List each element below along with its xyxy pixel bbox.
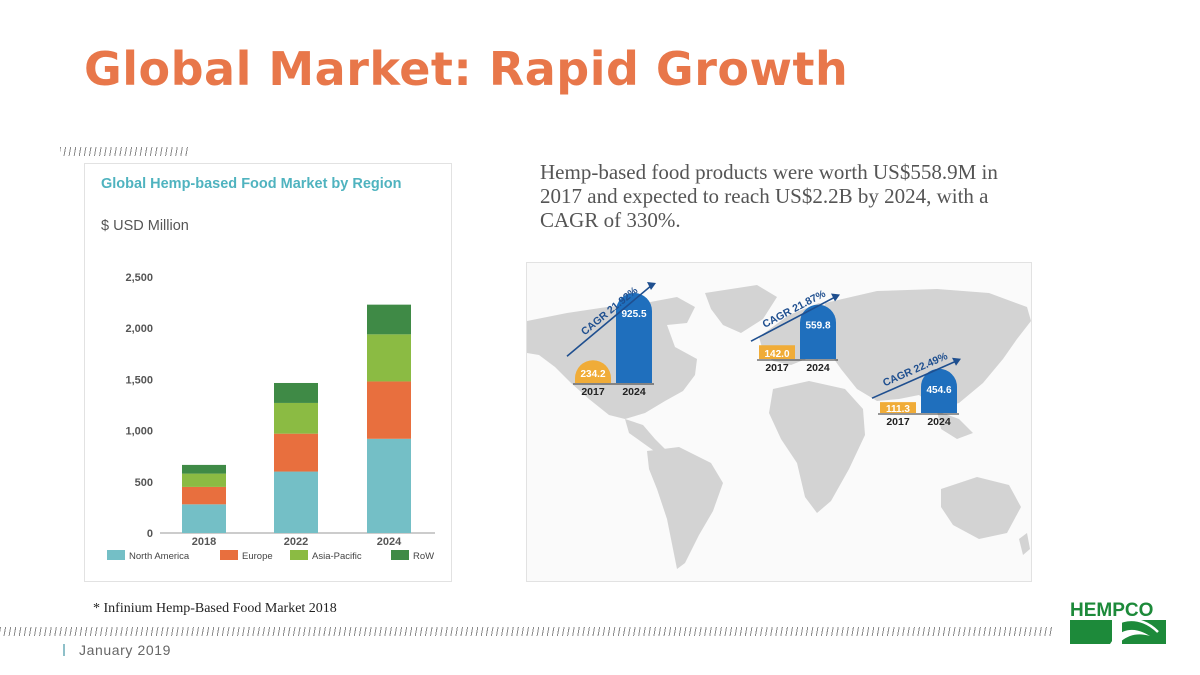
map-bar-value-label: 454.6 [926, 385, 951, 396]
logo-text: HEMPCO [1070, 600, 1153, 621]
map-bar-year-label: 2017 [765, 362, 789, 374]
chart-unit-label: $ USD Million [101, 218, 189, 234]
south-america-shape [647, 447, 723, 569]
bar-segment [182, 504, 226, 533]
y-tick-label: 1,000 [125, 426, 153, 438]
africa-shape [769, 381, 865, 513]
cagr-arrow-head [647, 282, 656, 290]
cagr-arrow [750, 295, 837, 342]
x-category-label: 2024 [377, 536, 402, 548]
map-bar-year-label: 2017 [886, 416, 910, 428]
legend-label: North America [129, 551, 190, 562]
legend-swatch [220, 550, 238, 560]
map-bar [759, 345, 795, 359]
map-bar-value-label: 559.8 [805, 321, 830, 332]
greenland-shape [705, 285, 777, 333]
slide-title: Global Market: Rapid Growth [84, 42, 849, 96]
north-america-shape [527, 297, 697, 419]
map-bar-value-label: 142.0 [764, 349, 789, 360]
cagr-arrow-head [952, 357, 961, 366]
legend-swatch [107, 550, 125, 560]
legend-swatch [391, 550, 409, 560]
date-accent-bar [63, 644, 65, 656]
legend-swatch [290, 550, 308, 560]
logo-swirl-icon [1115, 618, 1159, 633]
map-bar-year-label: 2024 [927, 416, 951, 428]
map-bar-year-label: 2017 [581, 386, 605, 398]
cagr-arrow [871, 360, 958, 399]
bar-segment [274, 471, 318, 533]
hempco-logo: HEMPCO [1070, 600, 1166, 644]
bar-segment [274, 402, 318, 434]
map-bar-year-label: 2024 [622, 386, 646, 398]
map-bar-value-label: 925.5 [621, 309, 646, 320]
presentation-date: January 2019 [79, 642, 172, 658]
logo-block-left [1070, 620, 1112, 644]
map-bar-value-label: 234.2 [580, 369, 605, 380]
map-bar [575, 360, 611, 383]
bar-segment [182, 473, 226, 487]
australia-shape [941, 477, 1021, 539]
map-bar-year-label: 2024 [806, 362, 830, 374]
logo-leaf-icon [1110, 629, 1150, 644]
southeast-asia-shape [937, 411, 973, 439]
y-tick-label: 1,500 [125, 374, 153, 386]
y-tick-label: 2,000 [125, 323, 153, 335]
world-map-panel: 234.2 2017 925.5 2024 CAGR 21.92% 142.0 2017 55… [526, 262, 1032, 582]
bar-segment [182, 486, 226, 505]
map-bar-value-label: 111.3 [886, 404, 910, 415]
x-category-label: 2022 [284, 536, 308, 548]
cagr-arrow [566, 284, 653, 357]
top-hatch-divider [60, 147, 188, 156]
bottom-hatch-divider [0, 627, 1052, 636]
legend-label: RoW [413, 551, 434, 562]
map-bar [921, 368, 957, 413]
cagr-arrow-head [831, 293, 840, 302]
bar-segment [367, 438, 411, 533]
asia-shape [823, 289, 1031, 409]
y-tick-label: 0 [147, 528, 153, 540]
y-tick-label: 2,500 [125, 272, 153, 284]
new-zealand-shape [1019, 533, 1030, 555]
y-tick-label: 500 [135, 477, 153, 489]
market-summary-text: Hemp-based food products were worth US$5… [540, 160, 998, 232]
bar-segment [367, 304, 411, 335]
map-bar [616, 293, 652, 383]
source-footnote: * Infinium Hemp-Based Food Market 2018 [93, 601, 337, 616]
world-map-landmass [527, 285, 1031, 569]
central-america-shape [625, 419, 665, 453]
map-bar [800, 304, 836, 359]
legend-label: Europe [242, 551, 273, 562]
bar-segment [182, 464, 226, 474]
bar-segment [367, 381, 411, 439]
legend-label: Asia-Pacific [312, 551, 362, 562]
stacked-bar-chart: 0 500 1,000 1,500 2,000 2,500 2018 2022 2024 Nort… [107, 272, 435, 562]
regional-market-chart-panel: Global Hemp-based Food Market by Region … [84, 163, 452, 582]
bar-segment [274, 433, 318, 472]
bar-segment [274, 382, 318, 403]
x-category-label: 2018 [192, 536, 216, 548]
chart-title: Global Hemp-based Food Market by Region [101, 176, 402, 192]
bar-segment [367, 334, 411, 382]
map-bar [880, 402, 916, 413]
